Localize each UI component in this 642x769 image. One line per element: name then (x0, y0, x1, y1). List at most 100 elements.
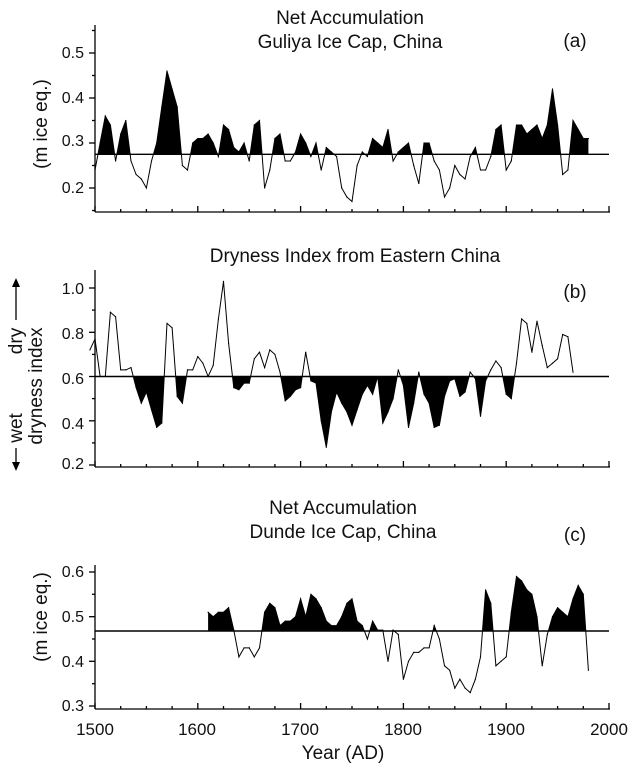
panel-a-plot (89, 25, 610, 213)
panel-c-yticklabels: 0.3 0.4 0.5 0.6 (62, 564, 84, 715)
panel-c-data-point (413, 651, 415, 654)
panel-a-data-point (186, 169, 189, 171)
panel-b-data-point (531, 351, 533, 353)
panel-b-data-point (341, 402, 343, 404)
x-tick-label: 1600 (178, 720, 216, 739)
panel-c-data-point (428, 647, 430, 649)
panel-c-data-point (284, 620, 286, 622)
panel-b-data-point (479, 415, 482, 417)
panel-c-data-point (474, 678, 476, 680)
panel-a-data-point (156, 142, 158, 144)
panel-b-data-point (181, 402, 183, 404)
panel-a-data-point (109, 124, 111, 126)
panel-c-data-point (397, 633, 399, 636)
panel-a-data-point (587, 137, 590, 140)
panel-a-ytick-label: 0.4 (62, 90, 84, 107)
panel-a-data-point (330, 151, 332, 153)
panel-b-data-point (551, 362, 554, 364)
panel-a-data-point (145, 187, 147, 189)
panel-b-data-point (130, 367, 132, 369)
panel-a-data-point (449, 187, 451, 189)
panel-b-data-point (284, 400, 286, 402)
panel-a-subtitle: Guliya Ice Cap, China (258, 32, 443, 53)
panel-c-data-point (336, 625, 338, 627)
panel-c-data-point (346, 602, 348, 604)
panel-b-data-point (120, 369, 122, 371)
panel-c-ytick-label: 0.3 (62, 698, 84, 715)
panel-b-data-point (125, 369, 127, 371)
panel-b-data-point (228, 342, 230, 344)
panel-c-data-point (562, 611, 564, 613)
panel-a-data-point (269, 169, 271, 171)
panel-c-data-point (433, 625, 435, 627)
panel-a-data-point (392, 160, 394, 162)
panel-c-data-point (300, 598, 302, 600)
panel-c-data-point (577, 584, 579, 587)
panel-a-ylabel: (m ice eq.) (31, 79, 52, 169)
panel-b-data-point (521, 318, 523, 320)
panel-c-ytick-label: 0.6 (62, 564, 84, 581)
panel-b-data-point (197, 356, 199, 358)
panel-b-data-point (238, 389, 240, 391)
panel-b-data-point (423, 393, 425, 395)
panel-c-data-point (449, 669, 451, 671)
panel-a-title: Net Accumulation (276, 8, 424, 29)
panel-b-data-point (500, 367, 502, 369)
panel-c-data-point (248, 647, 250, 649)
panel-b-plot (89, 270, 610, 468)
panel-b-data-point (387, 411, 389, 413)
panel-c-data-point (351, 598, 353, 600)
panel-a-data-point (294, 151, 297, 153)
panel-b-ytick-label: 0.4 (62, 416, 84, 433)
panel-a-data-point (454, 164, 456, 167)
panel-c: Net Accumulation Dunde Ice Cap, China (c… (31, 498, 628, 764)
panel-c-data-point (341, 616, 343, 618)
panel-c-data-point (294, 616, 297, 618)
panel-a-data-point (217, 155, 219, 158)
panel-b-data-point (372, 393, 374, 395)
panel-c-data-point (387, 660, 389, 662)
panel-c-data-point (485, 589, 487, 591)
panel-c-data-point (443, 665, 446, 667)
panel-a-data-point (150, 160, 153, 162)
panel-c-data-point (269, 602, 271, 604)
panel-c-data-point (500, 660, 502, 662)
panel-b-data-point (109, 311, 111, 313)
panel-a-data-point (207, 133, 209, 135)
panel-a-data-point (387, 128, 389, 131)
panel-b-data-point (305, 351, 307, 353)
panel-a-data-point (228, 128, 230, 131)
panel-c-data-point (325, 620, 327, 622)
panel-b-data-point (433, 426, 435, 428)
panel-b-data-point (115, 316, 117, 318)
panel-a-data-point (300, 133, 302, 135)
panel-b-data-point (176, 395, 178, 397)
panel-c-data-point (551, 616, 554, 618)
panel-c-data-point (407, 660, 410, 662)
panel-b-data-point (356, 409, 358, 411)
panel-b-data-point (269, 349, 271, 351)
panel-b-data-point (212, 364, 214, 366)
panel-b-data-point (454, 378, 456, 380)
panel-b-data-point (279, 371, 281, 373)
panel-b-data-point (449, 380, 451, 382)
panel-a-data-point (443, 196, 446, 198)
panel-a-data-point (546, 124, 548, 126)
panel-a-data-point (341, 187, 343, 189)
panel-a-data-point (413, 164, 415, 167)
panel-b-data-point (264, 367, 266, 369)
panel-b-data-point (536, 320, 538, 322)
panel-c-data-point (222, 611, 225, 613)
panel-a-data-point (171, 88, 173, 90)
panel-b-data-point (443, 395, 446, 397)
panel-b-data-point (351, 424, 353, 426)
panel-b-data-point (166, 322, 168, 324)
x-axis-label: Year (AD) (302, 743, 385, 764)
panel-a-data-point (531, 128, 533, 131)
panel-b-data-point (171, 327, 173, 329)
x-tick-label: 1800 (384, 720, 422, 739)
panel-a-data-point (577, 128, 579, 131)
panel-a-data-point (202, 137, 204, 140)
panel-b-data-point (515, 362, 518, 364)
panel-c-data-point (546, 633, 548, 636)
